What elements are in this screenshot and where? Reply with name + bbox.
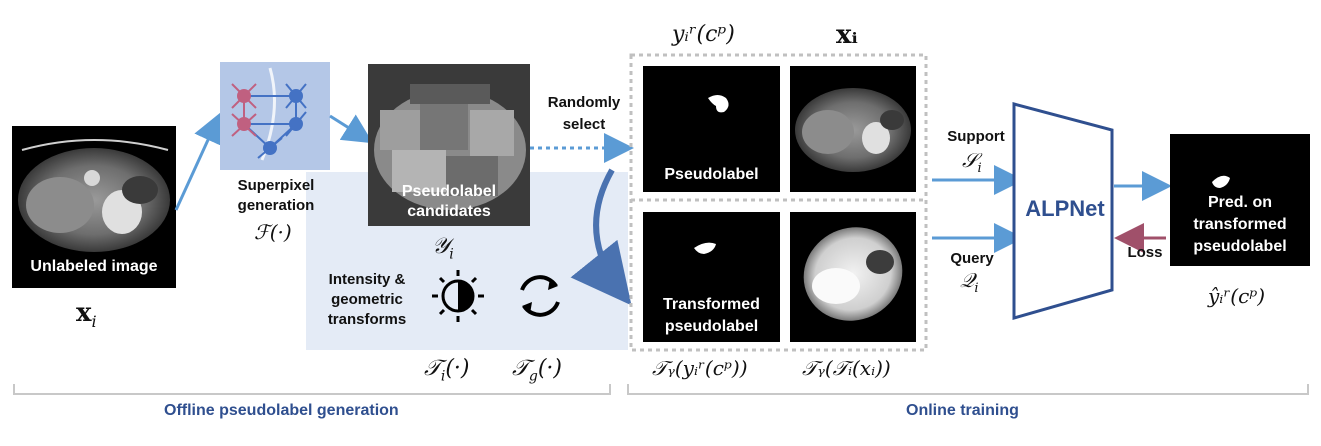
pseudolabel-tile	[643, 66, 780, 192]
tile-group-frame	[629, 53, 928, 352]
alpnet-label: ALPNet	[1025, 196, 1105, 221]
tile-bottom-left-math: 𝒯ᵧ(yᵢʳ(cᵖ))	[652, 356, 748, 380]
loss-label: Loss	[1127, 244, 1163, 261]
tile-top-right-math: xᵢ	[836, 20, 858, 50]
transformed-pseudolabel-tile	[643, 212, 780, 342]
unlabeled-ct-image	[12, 126, 176, 288]
transforms-label: Intensity & geometric transforms	[327, 271, 407, 328]
tile-bottom-right-math: 𝒯ᵧ(𝒯ᵢ(xᵢ))	[802, 356, 891, 380]
prediction-label: Pred. on transformed pseudolabel	[1193, 194, 1287, 255]
candidates-label: Pseudolabel candidates	[401, 183, 497, 220]
pseudolabel-tile-label: Pseudolabel	[664, 166, 759, 183]
unlabeled-image-math: xi	[76, 298, 97, 332]
tg-math: 𝒯g(·)	[512, 356, 562, 385]
alpnet-shape	[1012, 102, 1114, 320]
prediction-tile	[1170, 134, 1310, 266]
superpixel-graph-icon	[220, 62, 330, 170]
support-math: 𝒮i	[962, 148, 982, 176]
online-bracket	[627, 384, 1309, 395]
tile-top-left-math: yᵢʳ(cᵖ)	[672, 22, 735, 47]
candidates-math: 𝒴i	[432, 234, 454, 263]
query-label: Query	[950, 250, 994, 267]
rotate-icon	[520, 275, 560, 317]
arrow-to-superpixel	[174, 112, 222, 211]
offline-bracket	[13, 384, 611, 395]
unlabeled-image-label: Unlabeled image	[30, 258, 158, 275]
ct-tile-top	[790, 66, 916, 192]
arrow-to-candidates	[329, 114, 374, 144]
offline-section-label: Offline pseudolabel generation	[164, 402, 399, 419]
arrow-transform-curve	[570, 168, 632, 306]
query-math: 𝒬i	[960, 268, 979, 296]
support-label: Support	[947, 128, 1005, 145]
superpixel-label: Superpixel generation	[237, 177, 315, 214]
prediction-math: ŷᵢʳ(cᵖ)	[1208, 284, 1266, 308]
candidates-image	[368, 64, 530, 226]
online-section-label: Online training	[906, 402, 1019, 419]
superpixel-math: ℱ(·)	[254, 220, 292, 244]
ti-math: 𝒯i(·)	[424, 356, 470, 385]
brightness-contrast-icon	[432, 270, 484, 322]
ct-tile-bottom	[790, 212, 916, 342]
randomly-select-label: Randomly select	[547, 94, 621, 133]
transformed-tile-label: Transformed pseudolabel	[663, 296, 760, 335]
